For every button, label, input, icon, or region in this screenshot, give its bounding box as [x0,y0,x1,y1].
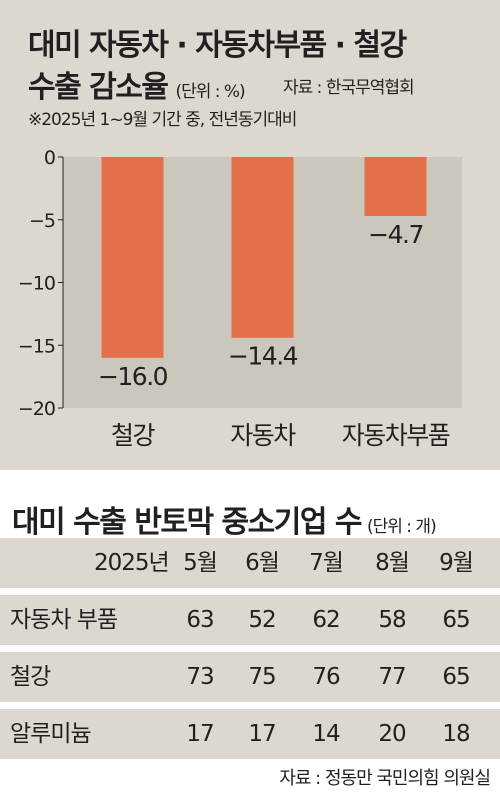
table-cell: 17 [186,721,214,747]
table-cell: 58 [378,607,406,633]
table-title: 대미 수출 반토막 중소기업 수 (단위 : 개) [12,497,437,541]
table-cell: 52 [248,607,276,633]
x-category-label: 자동차부품 [342,421,450,450]
bar-chart: 0 −5 −10 −15 −20 −16.0 철강 −14.4 자동차 −4.7 자동차부품 [18,147,462,450]
bar [101,157,164,358]
header-month: 5월 [183,550,218,576]
x-category-label: 자동차 [230,421,296,450]
table-unit: (단위 : 개) [366,517,437,537]
table-cell: 20 [378,721,406,747]
header-month: 7월 [309,550,344,576]
row-label: 철강 [10,664,51,690]
header-month: 8월 [375,550,410,576]
y-tick-label: 0 [44,147,55,169]
header-month: 6월 [245,550,280,576]
table-row: 자동차 부품 63 52 62 58 65 [0,595,500,645]
table-cell: 76 [312,664,340,690]
data-label: −14.4 [228,342,298,371]
y-tick-label: −5 [29,210,55,232]
y-tick-label: −10 [18,273,55,295]
chart-title-text: 수출 감소율 [28,70,169,105]
table-row: 알루미늄 17 17 14 20 18 [0,709,500,759]
bar [231,157,294,338]
table-row: 철강 73 75 76 77 65 [0,652,500,702]
row-label: 알루미늄 [10,721,92,747]
table-source: 자료 : 정동만 국민의힘 의원실 [279,768,491,789]
chart-title-line1: 대미 자동차 · 자동차부품 · 철강 [28,28,407,63]
table-cell: 77 [378,664,406,690]
table-cell: 17 [248,721,276,747]
x-category-label: 철강 [111,421,156,450]
header-month: 9월 [439,550,474,576]
sme-table: 2025년 5월 6월 7월 8월 9월 자동차 부품 63 52 62 58 … [0,538,500,760]
table-cell: 75 [248,664,276,690]
chart-title-line2: 수출 감소율 (단위 : %) [28,62,246,106]
table-cell: 73 [186,664,214,690]
chart-period-note: ※2025년 1~9월 기간 중, 전년동기대비 [28,110,297,130]
table-header-row: 2025년 5월 6월 7월 8월 9월 [0,538,500,588]
table-cell: 65 [442,664,470,690]
table-cell: 62 [312,607,340,633]
header-year: 2025년 [94,550,170,576]
table-cell: 65 [442,607,470,633]
chart-panel: 대미 자동차 · 자동차부품 · 철강 수출 감소율 (단위 : %) 자료 : … [0,0,500,470]
row-label: 자동차 부품 [10,607,118,633]
table-cell: 63 [186,607,214,633]
data-label: −4.7 [368,220,423,249]
y-tick-label: −20 [18,398,55,420]
chart-source: 자료 : 한국무역협회 [283,78,415,98]
chart-unit: (단위 : %) [175,82,245,102]
table-cell: 14 [312,721,340,747]
bar [364,157,427,216]
data-label: −16.0 [98,362,168,391]
table-title-text: 대미 수출 반토막 중소기업 수 [12,505,362,540]
y-tick-label: −15 [18,335,55,357]
table-cell: 18 [442,721,470,747]
